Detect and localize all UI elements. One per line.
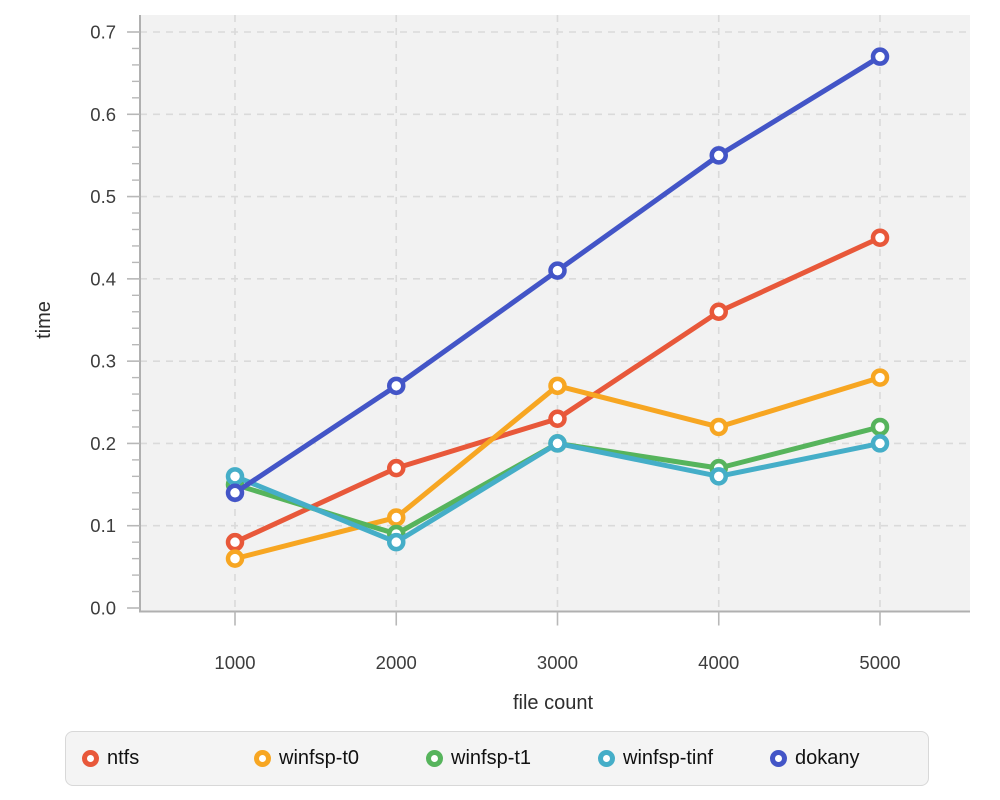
y-tick-label: 0.6 — [90, 104, 116, 125]
y-tick-label: 0.7 — [90, 22, 116, 43]
x-tick-label: 1000 — [214, 652, 255, 673]
x-axis-title: file count — [513, 692, 593, 714]
series-marker-winfsp-tinf — [225, 467, 245, 486]
legend-label: winfsp-tinf — [623, 747, 714, 769]
legend-marker-icon — [254, 750, 271, 767]
chart-plot-area: 0.0 0.1 0.2 0.3 0.4 0.5 0.6 0.7 1000 2000 3000 4000… — [33, 15, 970, 714]
legend-item-winfsp-tinf[interactable]: winfsp-tinf — [598, 747, 770, 770]
series-marker-winfsp-t0 — [225, 549, 245, 568]
y-tick-label: 0.3 — [90, 351, 116, 372]
legend-item-dokany[interactable]: dokany — [770, 747, 860, 770]
series-marker-winfsp-tinf — [870, 434, 890, 453]
series-marker-dokany — [387, 376, 406, 396]
legend-label: winfsp-t0 — [279, 747, 360, 769]
legend-item-ntfs[interactable]: ntfs — [82, 747, 254, 770]
legend: ntfs winfsp-t0 winfsp-t1 winfsp-tinf dokany — [65, 731, 929, 786]
y-tick-label: 0.5 — [90, 186, 116, 207]
series-marker-winfsp-t0 — [870, 368, 890, 387]
y-tick-label: 0.4 — [90, 268, 116, 289]
legend-item-winfsp-t0[interactable]: winfsp-t0 — [254, 747, 426, 770]
series-marker-ntfs — [225, 532, 245, 552]
legend-label: ntfs — [107, 747, 140, 769]
series-marker-winfsp-tinf — [387, 532, 406, 552]
plot-background — [140, 15, 970, 612]
legend-marker-icon — [598, 750, 615, 767]
legend-item-winfsp-t1[interactable]: winfsp-t1 — [426, 747, 598, 770]
series-marker-ntfs — [709, 302, 728, 322]
legend-label: winfsp-t1 — [451, 747, 532, 769]
series-marker-ntfs — [548, 409, 567, 428]
y-tick-label: 0.0 — [90, 598, 116, 619]
legend-label: dokany — [795, 747, 860, 769]
x-tick-label: 2000 — [376, 652, 417, 673]
series-marker-dokany — [548, 261, 567, 280]
x-tick-label: 5000 — [859, 652, 900, 673]
series-marker-winfsp-t0 — [387, 508, 406, 527]
series-marker-winfsp-t0 — [709, 417, 728, 437]
x-tick-label: 4000 — [698, 652, 739, 673]
y-axis-title: time — [33, 301, 55, 339]
series-marker-winfsp-t0 — [548, 376, 567, 396]
series-marker-dokany — [225, 483, 245, 503]
x-tick-label: 3000 — [537, 652, 578, 673]
y-tick-label: 0.2 — [90, 433, 116, 454]
series-marker-winfsp-tinf — [548, 434, 567, 453]
legend-marker-icon — [426, 750, 443, 767]
series-marker-ntfs — [870, 228, 890, 247]
series-marker-dokany — [709, 146, 728, 165]
legend-marker-icon — [82, 750, 99, 767]
y-tick-label: 0.1 — [90, 515, 116, 536]
series-marker-dokany — [870, 47, 890, 66]
series-marker-winfsp-tinf — [709, 467, 728, 486]
series-marker-ntfs — [387, 458, 406, 478]
series-marker-winfsp-t1 — [870, 417, 890, 437]
legend-marker-icon — [770, 750, 787, 767]
